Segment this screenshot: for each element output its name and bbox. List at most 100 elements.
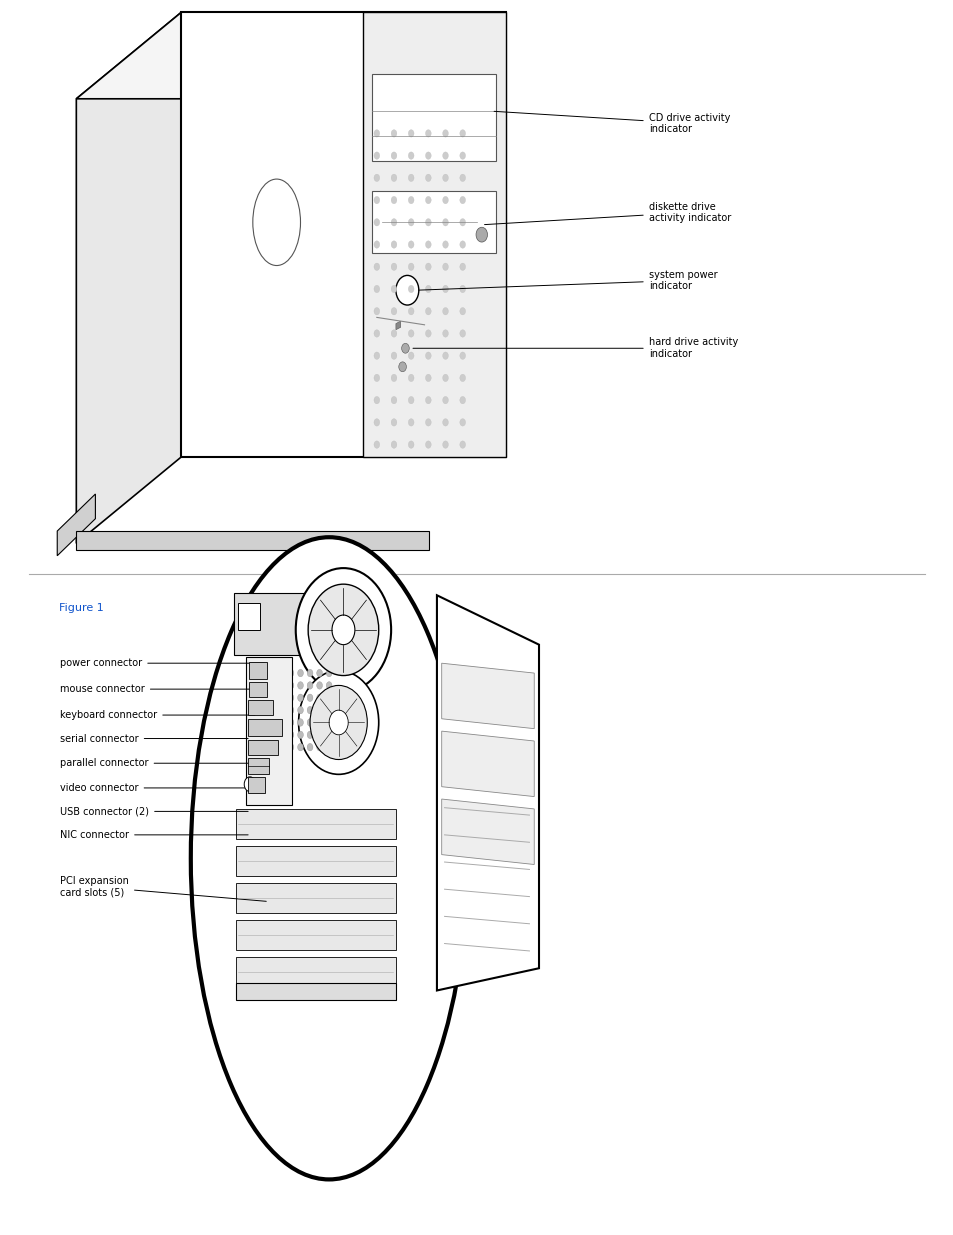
Circle shape: [459, 130, 465, 137]
Circle shape: [307, 731, 313, 739]
Circle shape: [316, 743, 322, 751]
Circle shape: [391, 263, 396, 270]
Text: system power
indicator: system power indicator: [418, 269, 717, 291]
Circle shape: [326, 669, 332, 677]
Circle shape: [391, 130, 396, 137]
Circle shape: [476, 227, 487, 242]
Circle shape: [374, 196, 379, 204]
Circle shape: [408, 285, 414, 293]
Circle shape: [459, 196, 465, 204]
Circle shape: [295, 568, 391, 692]
Circle shape: [442, 152, 448, 159]
Circle shape: [326, 706, 332, 714]
Circle shape: [297, 743, 303, 751]
Circle shape: [391, 196, 396, 204]
Circle shape: [408, 263, 414, 270]
Circle shape: [288, 719, 294, 726]
Circle shape: [425, 374, 431, 382]
Circle shape: [297, 682, 303, 689]
Text: keyboard connector: keyboard connector: [60, 710, 254, 720]
Circle shape: [408, 219, 414, 226]
Text: mouse connector: mouse connector: [60, 684, 259, 694]
Polygon shape: [362, 12, 505, 457]
Circle shape: [326, 731, 332, 739]
Circle shape: [288, 743, 294, 751]
Circle shape: [326, 694, 332, 701]
Circle shape: [297, 731, 303, 739]
Text: serial connector: serial connector: [60, 734, 248, 743]
Circle shape: [408, 241, 414, 248]
Polygon shape: [441, 663, 534, 729]
Polygon shape: [235, 809, 395, 839]
Circle shape: [442, 441, 448, 448]
Circle shape: [442, 196, 448, 204]
Circle shape: [391, 152, 396, 159]
Circle shape: [442, 308, 448, 315]
Circle shape: [391, 419, 396, 426]
Circle shape: [374, 441, 379, 448]
Circle shape: [391, 219, 396, 226]
Circle shape: [459, 174, 465, 182]
Polygon shape: [238, 603, 260, 630]
Circle shape: [408, 419, 414, 426]
Circle shape: [408, 130, 414, 137]
Circle shape: [316, 669, 322, 677]
Polygon shape: [235, 883, 395, 913]
Circle shape: [459, 419, 465, 426]
Circle shape: [374, 219, 379, 226]
Circle shape: [459, 396, 465, 404]
Polygon shape: [57, 494, 95, 556]
Circle shape: [374, 130, 379, 137]
Circle shape: [288, 682, 294, 689]
Circle shape: [459, 330, 465, 337]
Circle shape: [442, 219, 448, 226]
Circle shape: [425, 352, 431, 359]
Circle shape: [297, 719, 303, 726]
Polygon shape: [249, 662, 267, 679]
Circle shape: [425, 241, 431, 248]
Circle shape: [307, 743, 313, 751]
Circle shape: [442, 374, 448, 382]
Polygon shape: [181, 12, 505, 457]
Circle shape: [326, 743, 332, 751]
Circle shape: [391, 330, 396, 337]
Polygon shape: [436, 595, 538, 990]
Circle shape: [459, 241, 465, 248]
Circle shape: [408, 396, 414, 404]
Circle shape: [408, 174, 414, 182]
Polygon shape: [235, 846, 395, 876]
Circle shape: [442, 285, 448, 293]
Circle shape: [401, 343, 409, 353]
Circle shape: [288, 706, 294, 714]
Polygon shape: [248, 758, 269, 774]
Circle shape: [307, 719, 313, 726]
Polygon shape: [441, 731, 534, 797]
Polygon shape: [372, 191, 496, 253]
Circle shape: [408, 374, 414, 382]
Circle shape: [391, 396, 396, 404]
Circle shape: [425, 441, 431, 448]
Circle shape: [332, 615, 355, 645]
Circle shape: [288, 731, 294, 739]
Circle shape: [316, 694, 322, 701]
Circle shape: [391, 352, 396, 359]
Circle shape: [310, 685, 367, 760]
Circle shape: [442, 263, 448, 270]
Circle shape: [425, 196, 431, 204]
Circle shape: [395, 275, 418, 305]
Circle shape: [374, 374, 379, 382]
Circle shape: [425, 285, 431, 293]
Circle shape: [442, 330, 448, 337]
Circle shape: [408, 308, 414, 315]
Polygon shape: [76, 12, 181, 543]
Circle shape: [459, 308, 465, 315]
Text: hard drive activity
indicator: hard drive activity indicator: [413, 337, 738, 359]
Circle shape: [374, 285, 379, 293]
Circle shape: [391, 285, 396, 293]
Circle shape: [307, 706, 313, 714]
Circle shape: [316, 731, 322, 739]
Polygon shape: [233, 593, 367, 655]
Circle shape: [374, 263, 379, 270]
Circle shape: [425, 419, 431, 426]
Circle shape: [425, 174, 431, 182]
